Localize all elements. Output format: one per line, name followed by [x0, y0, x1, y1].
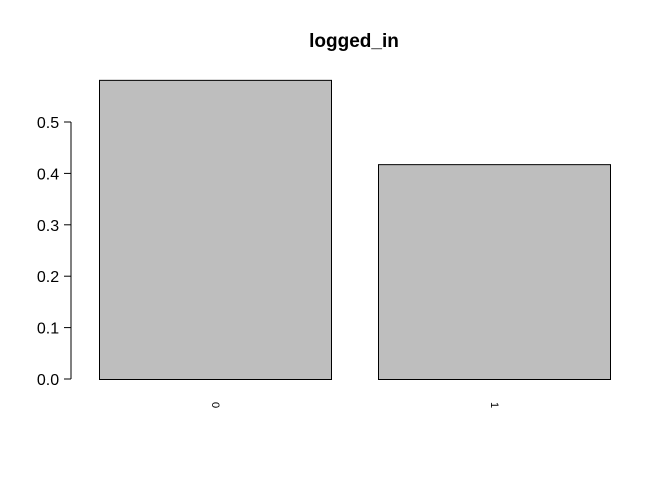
y-tick-label: 0.2	[37, 269, 59, 286]
bar-1	[378, 164, 611, 380]
x-tick-label: 0	[209, 402, 221, 408]
y-tick-label: 0.1	[37, 321, 59, 338]
chart-title: logged_in	[309, 31, 399, 52]
y-tick-label: 0.0	[37, 372, 59, 389]
y-tick-label: 0.3	[37, 218, 59, 235]
bar-0	[99, 79, 332, 381]
bars-group	[99, 79, 611, 381]
y-tick-label: 0.4	[37, 166, 59, 183]
y-axis: 0.0 0.1 0.2 0.3 0.4 0.5	[37, 115, 72, 389]
y-tick-label: 0.5	[37, 115, 59, 132]
x-tick-label: 1	[488, 402, 500, 408]
